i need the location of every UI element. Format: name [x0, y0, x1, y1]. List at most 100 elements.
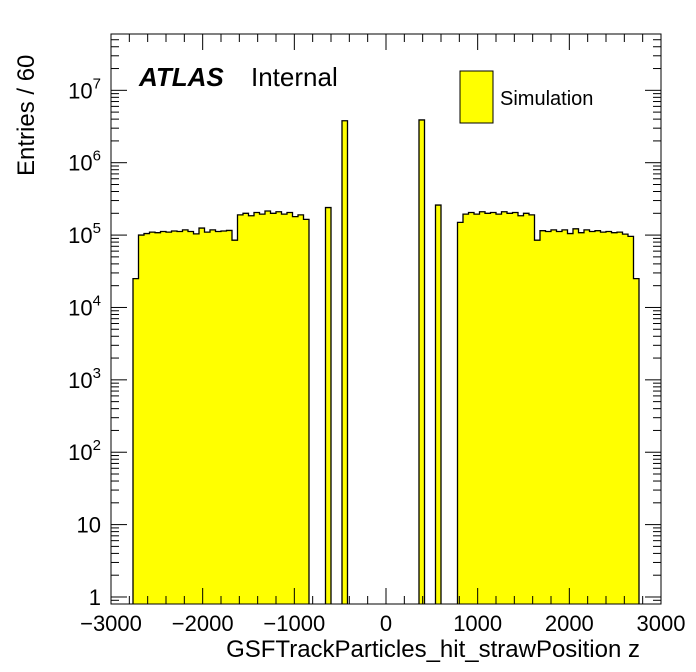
- x-tick-label: 1000: [453, 611, 502, 636]
- histogram-bar: [259, 214, 265, 604]
- x-tick-label: 2000: [545, 611, 594, 636]
- histogram-bar: [292, 216, 298, 605]
- y-tick-label: 102: [68, 437, 101, 465]
- x-tick-label: −2000: [172, 611, 234, 636]
- histogram-bar: [567, 233, 573, 604]
- histogram-bar: [193, 233, 199, 605]
- histogram-bar: [468, 212, 474, 604]
- histogram-bar: [342, 120, 348, 605]
- histogram-bar: [551, 229, 557, 604]
- histogram-bar: [584, 229, 590, 604]
- histogram-bar: [573, 228, 579, 604]
- histogram-bar: [545, 231, 551, 605]
- histogram-bar: [149, 232, 155, 604]
- histogram-bar: [155, 232, 161, 605]
- histogram-bar: [303, 219, 309, 604]
- histogram-bar: [496, 214, 502, 604]
- histogram-bar: [507, 213, 513, 605]
- histogram-bar: [600, 232, 606, 604]
- axis-ticks: [110, 33, 662, 605]
- histogram-bar: [578, 232, 584, 605]
- histogram-bar: [204, 232, 210, 604]
- histogram-bar: [237, 214, 243, 604]
- x-axis-title: GSFTrackParticles_hit_strawPosition z: [226, 636, 640, 663]
- histogram-bar: [199, 228, 205, 605]
- histogram-bar: [501, 211, 507, 605]
- histogram-bar: [138, 235, 144, 604]
- histogram-bar: [215, 231, 221, 605]
- histogram-bar: [210, 229, 216, 604]
- plot-frame: [110, 33, 662, 605]
- histogram-bar: [479, 211, 485, 605]
- y-tick-labels: 1 10 102 103 104 105 106 107: [68, 75, 101, 610]
- x-tick-label: −1000: [263, 611, 325, 636]
- histogram-bar: [595, 230, 601, 604]
- histogram-bar: [144, 233, 150, 604]
- histogram-bar: [512, 212, 518, 604]
- histogram-bar: [171, 230, 177, 604]
- y-tick-label: 105: [68, 220, 101, 248]
- histogram-bar: [276, 211, 282, 605]
- histogram-bar: [248, 215, 254, 605]
- y-tick-label: 103: [68, 365, 101, 393]
- y-tick-label: 1: [89, 585, 101, 610]
- histogram-outline: [418, 119, 426, 604]
- histogram-bar: [287, 212, 293, 604]
- histogram-bar: [254, 212, 260, 604]
- histogram-bar: [298, 214, 304, 604]
- y-tick-label: 10: [77, 513, 101, 538]
- histogram-bar: [562, 229, 568, 604]
- histogram-bar: [265, 211, 271, 604]
- histogram-bar: [182, 229, 188, 604]
- histogram-bar: [589, 231, 595, 605]
- histogram-bar: [188, 231, 194, 605]
- histogram-bar: [232, 240, 238, 604]
- histogram-outline: [456, 211, 640, 604]
- x-tick-label: 0: [380, 611, 392, 636]
- histogram-bar: [133, 278, 139, 604]
- histogram-bar: [160, 231, 166, 605]
- histogram-bar: [534, 240, 540, 604]
- histogram-bar: [611, 232, 617, 605]
- histogram-bar: [628, 236, 634, 604]
- histogram-outline: [132, 210, 310, 604]
- y-tick-label: 107: [68, 75, 101, 103]
- histogram-outline: [434, 204, 442, 604]
- y-axis-title: Entries / 60: [13, 55, 40, 176]
- histogram-bar: [523, 213, 529, 605]
- atlas-label: ATLAS: [138, 62, 224, 92]
- histogram-bar: [281, 214, 287, 604]
- histogram-bar: [518, 215, 524, 605]
- histogram-bar: [166, 232, 172, 604]
- x-tick-labels: −3000 −2000 −1000 0 1000 2000 3000: [80, 611, 685, 636]
- histogram-bar: [540, 230, 546, 604]
- histogram-bar: [490, 212, 496, 604]
- histogram-bar: [633, 278, 639, 604]
- atlas-status-label: Internal: [251, 62, 338, 92]
- legend-entry-simulation: Simulation: [500, 88, 593, 110]
- x-tick-label: 3000: [637, 611, 686, 636]
- histogram-bar: [485, 213, 491, 605]
- histogram-bar: [435, 205, 441, 604]
- histogram-bar: [226, 230, 232, 605]
- histogram-bar: [419, 119, 425, 605]
- histogram-bar: [463, 214, 469, 604]
- histogram-bar: [177, 231, 183, 605]
- histogram-bars: [132, 119, 640, 605]
- histogram-bar: [556, 231, 562, 605]
- histogram-outline: [324, 206, 332, 604]
- histogram-bar: [622, 234, 628, 604]
- histogram-outline: [341, 120, 349, 604]
- histogram-bar: [457, 222, 463, 604]
- histogram-bar: [606, 231, 612, 605]
- histogram-bar: [243, 213, 249, 605]
- histogram-bar: [325, 207, 331, 604]
- y-tick-label: 106: [68, 148, 101, 176]
- histogram-bar: [617, 232, 623, 604]
- x-tick-label: −3000: [80, 611, 142, 636]
- histogram-bar: [474, 214, 480, 604]
- histogram-bar: [529, 214, 535, 604]
- legend-swatch: [459, 70, 494, 124]
- y-tick-label: 104: [68, 292, 101, 320]
